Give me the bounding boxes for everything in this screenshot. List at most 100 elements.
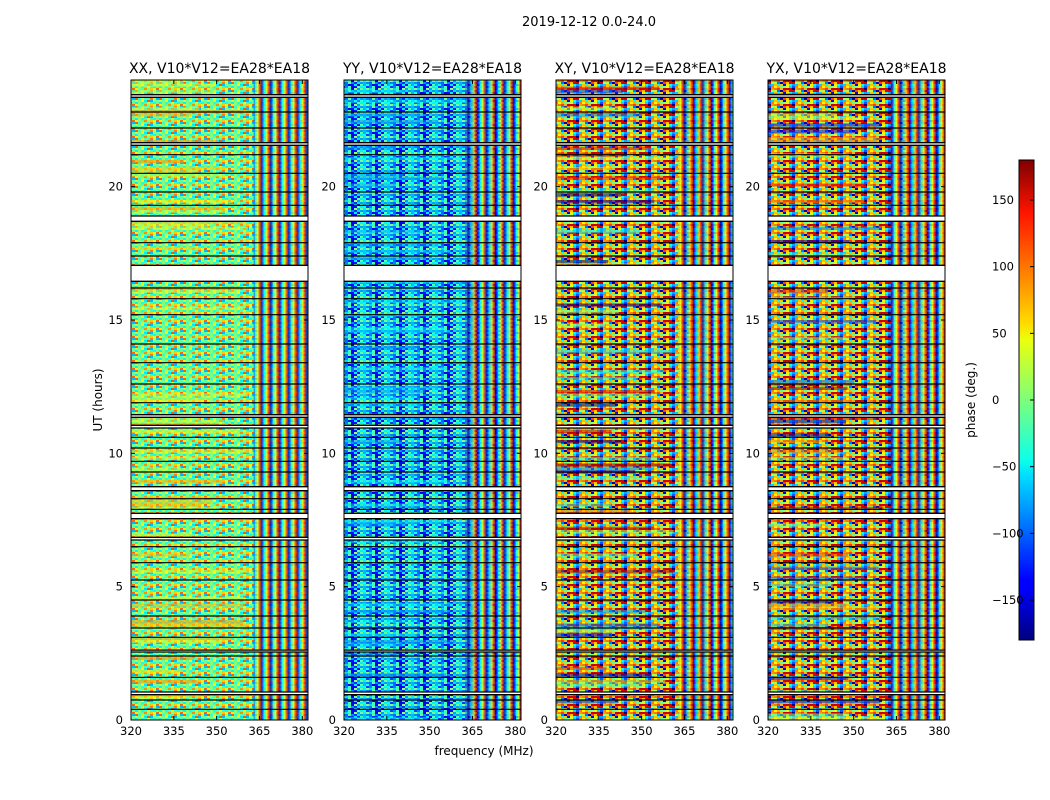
panel-frame xyxy=(130,79,309,721)
flagged-band xyxy=(131,94,308,98)
colorbar: −150 −100 −50 0 50 100 150 xyxy=(992,159,1035,641)
flagged-band xyxy=(556,537,733,540)
flagged-band xyxy=(344,414,521,418)
y-tick-label: 5 xyxy=(116,580,123,594)
x-tick-label: 350 xyxy=(631,724,653,738)
x-tick-label: 365 xyxy=(885,724,907,738)
y-tick-label: 5 xyxy=(753,580,760,594)
flagged-band xyxy=(556,486,733,491)
colorbar-tick-label: 150 xyxy=(992,193,1014,207)
flagged-band xyxy=(344,265,521,282)
phase-image xyxy=(344,80,521,720)
y-tick-label: 15 xyxy=(321,313,336,327)
flagged-band xyxy=(344,692,521,695)
y-tick-label: 20 xyxy=(745,180,760,194)
colorbar-tick-label: −50 xyxy=(992,460,1016,474)
colorbar-tick-label: 50 xyxy=(992,326,1007,340)
flagged-band xyxy=(344,425,521,428)
y-tick-label: 15 xyxy=(533,313,548,327)
x-tick-label: 380 xyxy=(291,724,313,738)
x-tick-label: 380 xyxy=(504,724,526,738)
panel-title: YX, V10*V12=EA28*EA18 xyxy=(765,61,946,77)
flagged-band xyxy=(556,425,733,428)
flagged-band xyxy=(768,94,945,98)
panel-title: YY, V10*V12=EA28*EA18 xyxy=(342,61,522,77)
y-tick-label: 10 xyxy=(745,446,760,460)
flagged-band xyxy=(556,513,733,519)
flagged-band xyxy=(768,216,945,222)
y-tick-label: 20 xyxy=(533,180,548,194)
colorbar-tick-label: 0 xyxy=(992,393,999,407)
y-tick-label: 0 xyxy=(329,713,336,727)
flagged-band xyxy=(556,692,733,695)
flagged-band xyxy=(768,513,945,519)
panel-title: XY, V10*V12=EA28*EA18 xyxy=(554,61,734,77)
flagged-band xyxy=(131,486,308,491)
x-axis-label: frequency (MHz) xyxy=(434,744,533,758)
phase-image xyxy=(131,80,308,720)
flagged-band xyxy=(344,216,521,222)
flagged-band xyxy=(131,692,308,695)
flagged-band xyxy=(344,142,521,146)
y-tick-label: 0 xyxy=(753,713,760,727)
y-tick-label: 20 xyxy=(108,180,123,194)
flagged-band xyxy=(556,142,733,146)
flagged-band xyxy=(344,537,521,540)
x-tick-label: 365 xyxy=(248,724,270,738)
flagged-band xyxy=(768,265,945,282)
y-tick-label: 20 xyxy=(321,180,336,194)
x-tick-label: 380 xyxy=(928,724,950,738)
phase-image xyxy=(768,80,945,720)
figure-title: 2019-12-12 0.0-24.0 xyxy=(522,15,656,30)
phase-image xyxy=(556,80,733,720)
y-tick-label: 15 xyxy=(108,313,123,327)
panel-title: XX, V10*V12=EA28*EA18 xyxy=(129,61,310,77)
panels: XX, V10*V12=EA28*EA18 320 335 350 365 380 0 5 10… xyxy=(108,61,950,738)
x-tick-label: 350 xyxy=(206,724,228,738)
colorbar-tick-label: −150 xyxy=(992,593,1024,607)
flagged-band xyxy=(344,650,521,653)
y-axis-label: UT (hours) xyxy=(91,368,105,431)
flagged-band xyxy=(556,414,733,418)
flagged-band xyxy=(768,414,945,418)
flagged-band xyxy=(131,414,308,418)
flagged-band xyxy=(556,94,733,98)
x-tick-label: 320 xyxy=(545,724,567,738)
flagged-band xyxy=(556,265,733,282)
y-tick-label: 0 xyxy=(116,713,123,727)
flagged-band xyxy=(768,486,945,491)
x-tick-label: 350 xyxy=(843,724,865,738)
colorbar-tick-label: 100 xyxy=(992,260,1014,274)
flagged-band xyxy=(768,537,945,540)
y-tick-label: 0 xyxy=(541,713,548,727)
flagged-band xyxy=(131,216,308,222)
x-tick-label: 335 xyxy=(163,724,185,738)
y-tick-label: 10 xyxy=(533,446,548,460)
y-tick-label: 10 xyxy=(321,446,336,460)
flagged-band xyxy=(556,650,733,653)
flagged-band xyxy=(131,142,308,146)
panel-yx: YX, V10*V12=EA28*EA18 320 335 350 365 380 0 5 10… xyxy=(745,61,950,738)
colorbar-tick-label: −100 xyxy=(992,526,1024,540)
x-tick-label: 335 xyxy=(376,724,398,738)
y-tick-label: 10 xyxy=(108,446,123,460)
flagged-band xyxy=(768,142,945,146)
x-tick-label: 365 xyxy=(673,724,695,738)
flagged-band xyxy=(768,692,945,695)
panel-xx: XX, V10*V12=EA28*EA18 320 335 350 365 380 0 5 10… xyxy=(108,61,313,738)
x-tick-label: 335 xyxy=(588,724,610,738)
panel-frame xyxy=(343,79,522,721)
flagged-band xyxy=(131,265,308,282)
panel-frame xyxy=(767,79,946,721)
y-tick-label: 5 xyxy=(329,580,336,594)
flagged-band xyxy=(768,650,945,653)
flagged-band xyxy=(131,537,308,540)
x-tick-label: 320 xyxy=(333,724,355,738)
flagged-band xyxy=(131,650,308,653)
panel-frame xyxy=(555,79,734,721)
x-tick-label: 320 xyxy=(757,724,779,738)
panel-yy: YY, V10*V12=EA28*EA18 320 335 350 365 380 0 5 10… xyxy=(321,61,526,738)
colorbar-label: phase (deg.) xyxy=(964,362,978,438)
flagged-band xyxy=(131,513,308,519)
